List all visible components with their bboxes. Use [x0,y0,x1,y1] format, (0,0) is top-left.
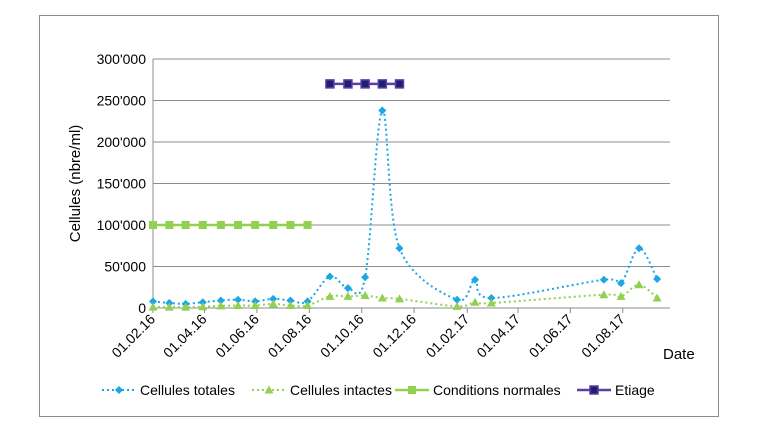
data-point [198,302,208,311]
legend-item: Cellules totales [102,382,235,398]
x-tick-label: 01.12.16 [369,311,419,361]
data-point [343,79,353,89]
data-point [148,302,158,311]
y-axis-title: Cellules (nbre/ml) [67,125,84,243]
data-point [599,275,608,284]
data-point [377,79,388,89]
data-point [395,244,404,253]
data-point [487,294,496,303]
data-point [285,301,295,310]
data-point [325,272,334,281]
y-tick-label: 300'000 [97,51,147,67]
data-point [616,291,626,300]
data-point [269,294,278,303]
data-point [394,294,404,303]
data-point [149,297,157,306]
data-point [360,79,370,89]
data-point [377,293,387,302]
data-point [269,221,278,229]
x-tick-label: 01.04.16 [160,311,210,361]
data-point [325,79,335,89]
x-axis-title: Date [663,346,695,363]
legend-item: Etiage [577,382,655,398]
data-point [216,296,225,305]
data-point [181,221,190,229]
data-point [343,291,353,300]
data-point [198,298,207,307]
data-point [234,295,243,304]
x-tick-label: 01.10.16 [317,311,367,361]
legend-marker [264,385,274,394]
data-point [286,296,295,305]
data-point [164,302,174,311]
data-point [617,279,626,288]
chart-frame: 0 50'000 100'000 150'000 200'000 250'000 300'0… [39,15,719,417]
data-point [325,291,335,300]
data-point [251,221,260,229]
data-point [286,221,295,229]
y-tick-label: 150'000 [97,176,147,192]
data-point [634,280,644,289]
data-point [181,302,191,311]
series-cellules-totales [149,106,662,308]
data-point [303,301,313,310]
data-point [303,221,312,229]
data-point [268,299,278,308]
data-point [471,275,480,284]
data-point [233,301,243,310]
data-point [378,106,387,115]
data-point [165,221,174,229]
data-point [470,297,480,306]
series-line [152,109,659,305]
data-point [653,274,662,283]
data-point [599,290,609,299]
legend-marker [115,386,123,394]
x-tick-label: 01.02.16 [108,311,158,361]
line-chart: 0 50'000 100'000 150'000 200'000 250'000 300'0… [67,51,695,398]
y-tick-label: 0 [138,300,146,316]
y-tick-label: 200'000 [97,134,147,150]
data-point [216,301,226,310]
legend-marker [589,385,599,395]
series-cellules-intactes [148,280,662,311]
legend-item: Cellules intactes [252,382,392,398]
data-point [394,79,405,89]
data-point [360,291,370,300]
data-point [453,295,462,304]
x-tick-label: 01.04.17 [473,311,523,361]
y-tick-label: 100'000 [97,217,147,233]
data-point [452,301,462,310]
data-point [635,244,644,253]
legend-label: Cellules totales [140,382,235,398]
data-point [652,293,662,302]
y-tick-label: 250'000 [97,93,147,109]
x-tick-label: 01.08.16 [265,311,315,361]
data-point [149,221,157,229]
series-etiage [325,79,405,89]
x-tick-label: 01.06.17 [526,311,576,361]
x-tick-label: 01.08.17 [578,311,628,361]
legend-marker [408,386,416,394]
series-conditions-normales [149,221,312,229]
legend-label: Conditions normales [433,382,561,398]
x-tick-label: 01.02.17 [423,311,473,361]
data-point [250,301,260,310]
legend-label: Etiage [615,382,655,398]
data-point [234,221,243,229]
series-line [153,283,658,309]
data-point [198,221,207,229]
data-point [361,273,370,282]
legend-label: Cellules intactes [290,382,392,398]
data-point [343,284,352,293]
data-point [216,221,225,229]
x-tick-label: 01.06.16 [212,311,262,361]
data-point [486,298,496,307]
y-tick-label: 50'000 [104,259,146,275]
legend-item: Conditions normales [395,382,561,398]
